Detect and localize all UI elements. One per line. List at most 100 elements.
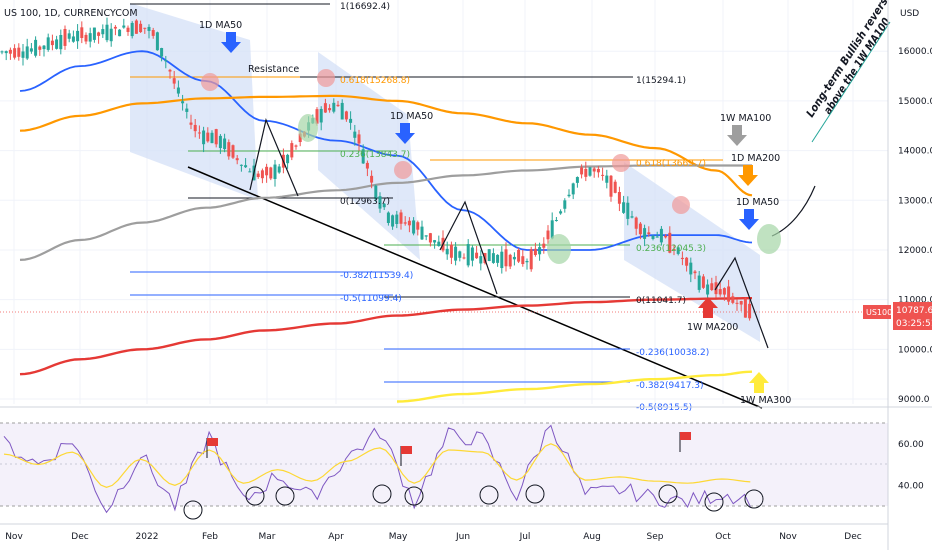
candle-body (617, 192, 621, 204)
candle-body (59, 34, 63, 50)
candle-body (395, 214, 399, 224)
candle-body (504, 249, 508, 267)
fib-label: -0.5(11099.4) (340, 294, 402, 304)
fib-label: -0.236(10038.2) (636, 348, 709, 358)
candle-body (638, 223, 642, 235)
candle-body (454, 246, 458, 261)
candle-body (118, 29, 122, 37)
candle-body (344, 111, 348, 120)
price-axis-unit: USD (900, 9, 919, 19)
candle-body (496, 254, 500, 263)
rsi-band (0, 423, 888, 506)
candle-body (361, 149, 365, 164)
time-tick: Dec (844, 532, 861, 542)
candle-body (512, 256, 516, 260)
rejection-marker (317, 69, 335, 87)
candle-body (17, 47, 21, 57)
touch-markers (201, 69, 781, 264)
candle-body (210, 132, 214, 144)
candle-body (160, 48, 164, 57)
candle-body (8, 49, 12, 54)
candle-body (181, 101, 185, 104)
arrow-down-icon (395, 123, 415, 144)
ma300-1w-label: 1W MA300 (740, 395, 791, 406)
candle-body (584, 168, 588, 177)
candle-body (601, 174, 605, 176)
ma-line-1d-ma200 (19, 94, 753, 197)
candle-body (651, 235, 655, 239)
candle-body (479, 256, 483, 264)
candle-body (244, 165, 248, 168)
candle-body (689, 262, 693, 275)
time-tick: Oct (715, 532, 731, 542)
candle-body (126, 27, 130, 32)
resistance-label: Resistance (248, 64, 299, 75)
rsi-markers (183, 484, 764, 520)
candle-body (25, 46, 29, 59)
rsi-flags (206, 432, 691, 466)
candle-body (231, 145, 235, 158)
candle-body (349, 118, 353, 123)
time-tick: Mar (259, 532, 276, 542)
candle-body (538, 247, 542, 255)
candle-body (340, 102, 344, 120)
candle-body (328, 108, 332, 111)
projection-path-4 (771, 185, 816, 237)
price-tick: 15000.0 (898, 97, 932, 107)
candle-body (386, 212, 390, 223)
time-axis: Nov Dec 2022 Feb Mar Apr May Jun Jul Aug Sep Oct Nov… (5, 532, 862, 542)
candle-body (265, 166, 269, 176)
candle-body (428, 233, 432, 243)
symbol-title: US 100, 1D, CURRENCYCOM (4, 8, 138, 19)
candle-body (630, 216, 634, 218)
candle-body (260, 170, 264, 179)
candle-body (588, 167, 592, 176)
support-trendline (187, 166, 763, 409)
arrow-down-icon (221, 32, 241, 53)
candle-body (13, 48, 17, 58)
candle-body (315, 109, 319, 124)
candle-body (357, 134, 361, 144)
candle-body (0, 51, 4, 53)
candle-body (185, 108, 189, 112)
price-tick: 9000.0 (898, 395, 930, 405)
candle-body (29, 48, 33, 52)
ma50-label-2: 1D MA50 (390, 111, 433, 122)
candle-body (143, 27, 147, 29)
candle-body (46, 37, 50, 50)
fib-label: 0.236(13843.7) (340, 150, 410, 160)
price-tick: 16000.0 (898, 47, 932, 57)
price-tag-bg (893, 302, 932, 330)
candle-body (214, 129, 218, 145)
candle-body (420, 226, 424, 240)
support-marker (298, 114, 318, 142)
target-marker (757, 224, 781, 254)
fib-label: 0.618(15268.8) (340, 76, 410, 86)
candle-body (697, 275, 701, 290)
candle-body (76, 30, 80, 42)
candle-body (202, 130, 206, 145)
candle-body (462, 257, 466, 259)
candle-body (403, 222, 407, 224)
candle-body (286, 154, 290, 164)
rsi-tick: 40.00 (898, 481, 924, 491)
candle-body (592, 168, 596, 172)
candle-body (609, 175, 613, 197)
candle-body (227, 142, 231, 157)
fib-label: -0.382(11539.4) (340, 271, 413, 281)
descending-channels (130, 3, 760, 342)
price-tag-value: 10787.6 (896, 306, 932, 316)
fib-label: 0.618(13669.7) (636, 159, 706, 169)
candle-body (298, 133, 302, 143)
time-tick: Feb (202, 532, 218, 542)
rejection-marker (672, 196, 690, 214)
candle-body (172, 78, 176, 84)
candle-body (38, 46, 42, 50)
projection-path-3 (714, 256, 769, 349)
candle-body (399, 212, 403, 224)
candle-body (676, 247, 680, 254)
price-tag-countdown: 03:25:51 (896, 319, 932, 329)
price-axis: 16000.0 15000.0 14000.0 13000.0 12000.0 11000… (898, 47, 932, 405)
ma50-label-3: 1D MA50 (736, 197, 779, 208)
